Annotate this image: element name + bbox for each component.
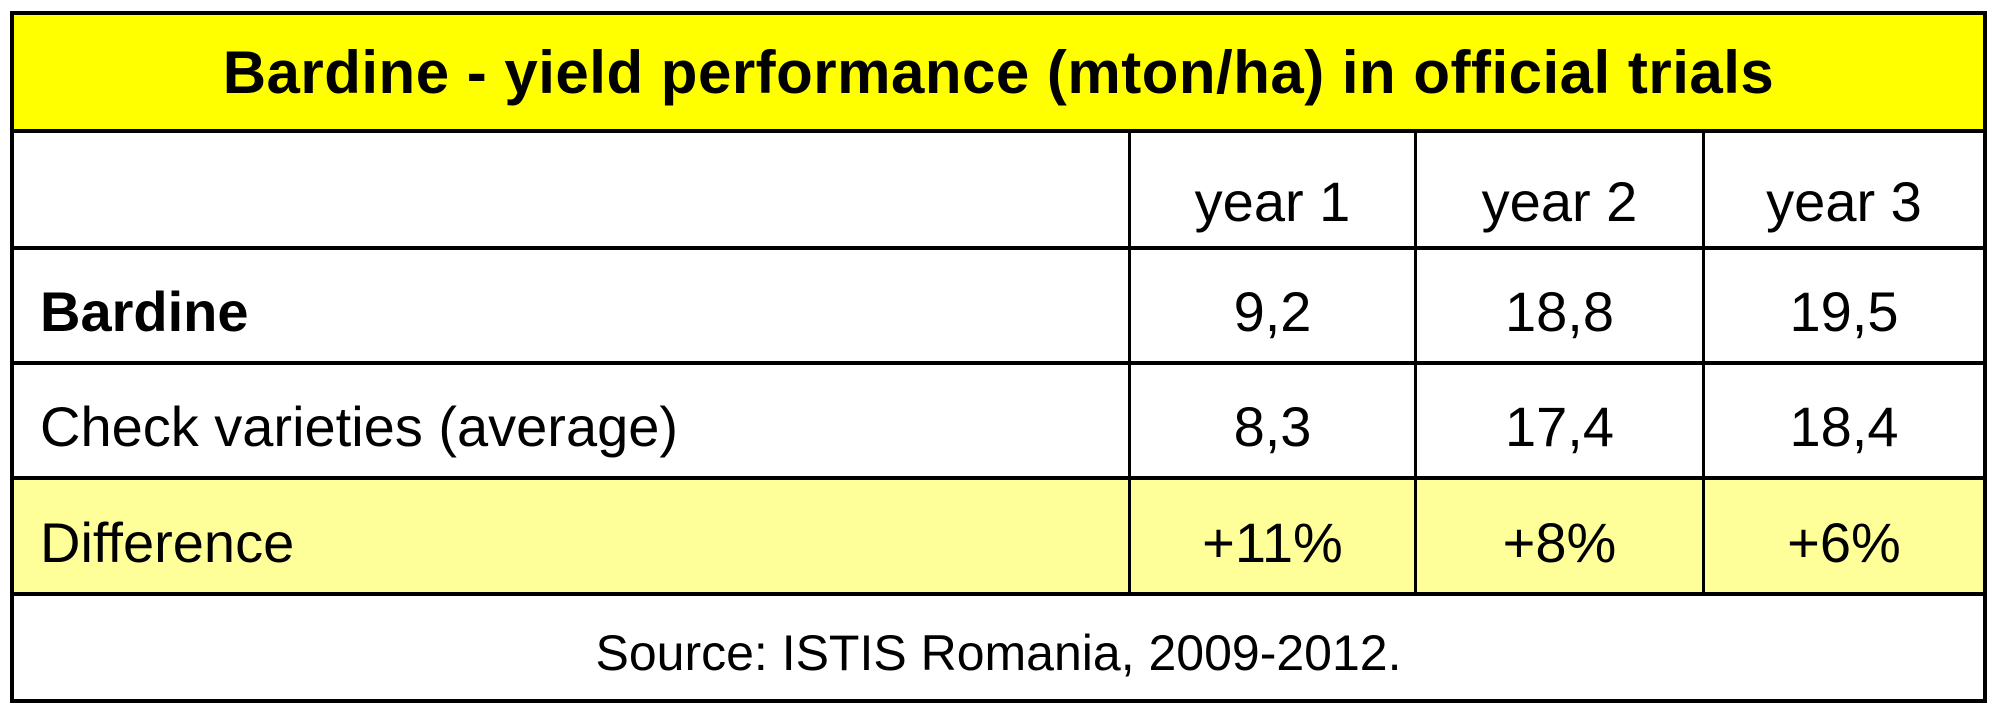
cell-difference-year-2: +8% <box>1414 480 1702 592</box>
table-title: Bardine - yield performance (mton/ha) in… <box>222 38 1775 106</box>
table-source-row: Source: ISTIS Romania, 2009-2012. <box>14 592 1983 699</box>
yield-performance-table: Bardine - yield performance (mton/ha) in… <box>10 11 1987 703</box>
row-label-check-varieties: Check varieties (average) <box>40 395 679 458</box>
cell-difference-year-3: +6% <box>1702 480 1983 592</box>
table-row-difference: Difference +11% +8% +6% <box>14 476 1983 592</box>
cell-bardine-year-3: 19,5 <box>1702 250 1983 361</box>
cell-difference-year-1: +11% <box>1128 480 1414 592</box>
table-row-bardine: Bardine 9,2 18,8 19,5 <box>14 246 1983 361</box>
row-label-difference: Difference <box>14 480 1128 592</box>
table-row-check-varieties: Check varieties (average) 8,3 17,4 18,4 <box>14 361 1983 476</box>
cell-check-year-1: 8,3 <box>1128 365 1414 476</box>
column-header-year-1: year 1 <box>1128 133 1414 246</box>
cell-bardine-year-2: 18,8 <box>1414 250 1702 361</box>
column-header-year-2: year 2 <box>1414 133 1702 246</box>
header-empty-cell <box>14 133 1128 246</box>
table-title-row: Bardine - yield performance (mton/ha) in… <box>14 15 1983 129</box>
cell-check-year-3: 18,4 <box>1702 365 1983 476</box>
source-text: Source: ISTIS Romania, 2009-2012. <box>595 624 1402 681</box>
cell-check-year-2: 17,4 <box>1414 365 1702 476</box>
cell-bardine-year-1: 9,2 <box>1128 250 1414 361</box>
row-label-bardine: Bardine <box>40 280 249 343</box>
column-header-year-3: year 3 <box>1702 133 1983 246</box>
table-header-row: year 1 year 2 year 3 <box>14 129 1983 246</box>
